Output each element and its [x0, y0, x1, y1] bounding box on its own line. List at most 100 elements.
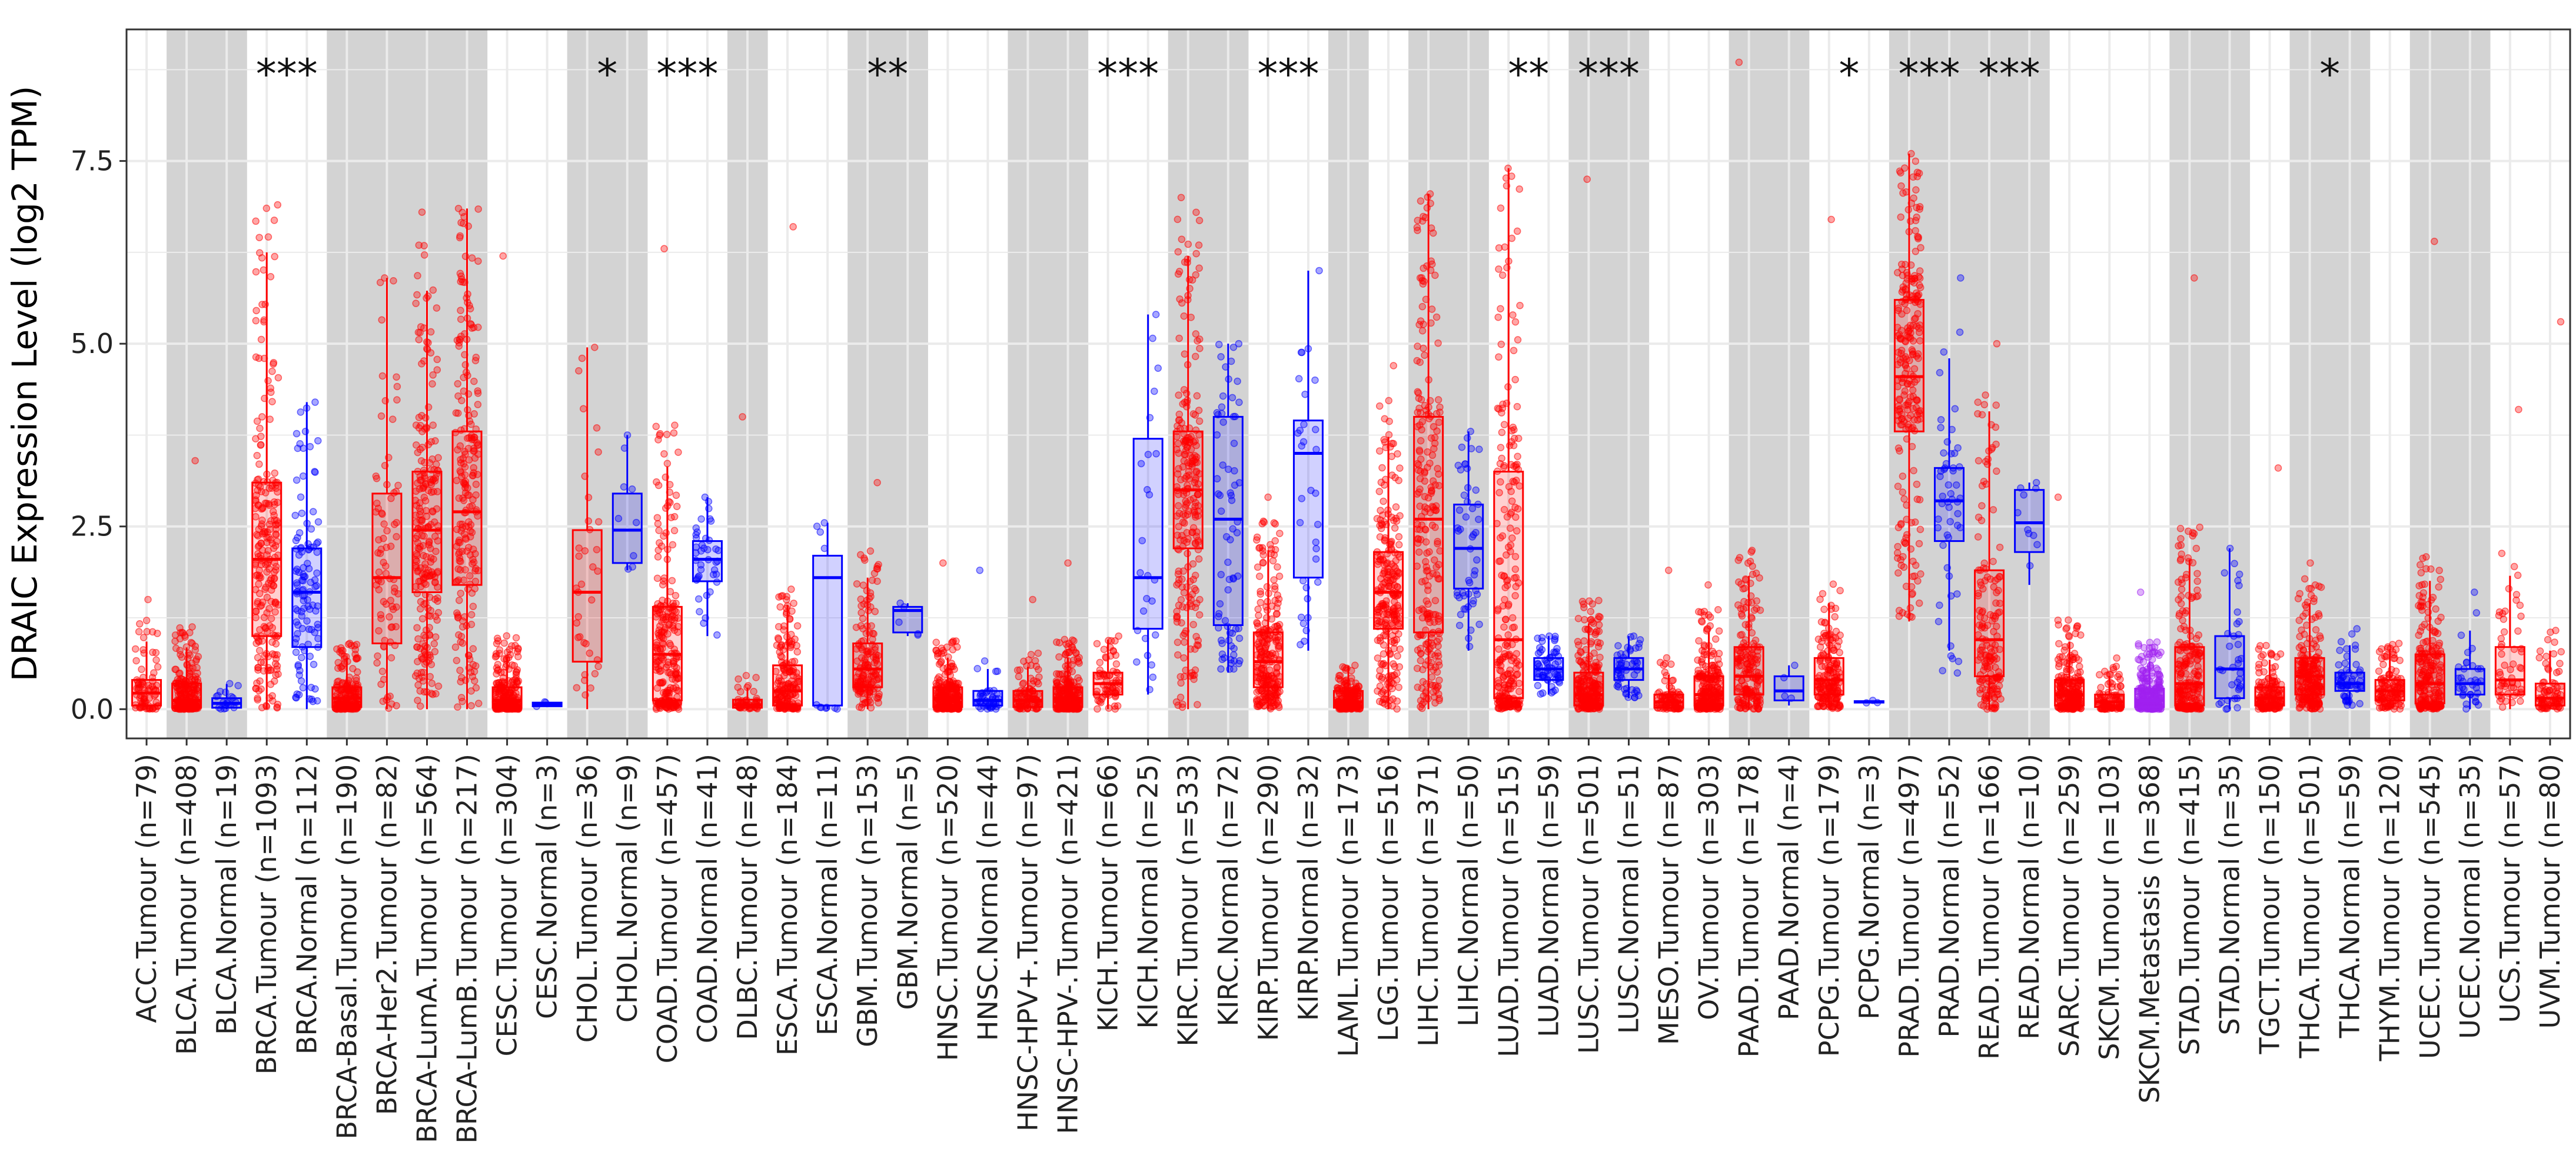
- data-point: [575, 367, 583, 375]
- data-point: [1015, 673, 1023, 681]
- data-point: [663, 460, 672, 468]
- data-point: [271, 469, 279, 477]
- data-point: [467, 668, 475, 676]
- data-point: [298, 608, 305, 615]
- data-point: [414, 681, 422, 689]
- data-point: [431, 648, 439, 655]
- data-point: [311, 468, 319, 476]
- data-point: [424, 292, 432, 300]
- data-point: [1497, 444, 1505, 451]
- data-point: [503, 648, 511, 656]
- data-point: [875, 561, 882, 568]
- data-point: [1434, 642, 1442, 650]
- data-point: [1416, 274, 1424, 282]
- data-point: [258, 530, 267, 538]
- data-point: [304, 560, 311, 567]
- data-point: [1133, 658, 1141, 666]
- data-point: [1394, 450, 1401, 458]
- data-point: [257, 441, 265, 449]
- data-point: [300, 597, 308, 604]
- data-point: [861, 556, 869, 564]
- data-point: [1414, 227, 1421, 234]
- data-point: [1235, 634, 1244, 643]
- data-point: [255, 647, 264, 654]
- data-point: [424, 604, 432, 613]
- data-point: [292, 648, 300, 656]
- data-point: [1574, 614, 1583, 623]
- data-point: [412, 299, 420, 307]
- data-point: [414, 635, 422, 643]
- data-point: [299, 684, 307, 692]
- data-point: [1298, 348, 1306, 357]
- data-point: [855, 703, 863, 711]
- data-point: [1500, 700, 1508, 708]
- data-point: [1152, 311, 1160, 318]
- data-point: [1457, 466, 1465, 474]
- data-point: [434, 454, 442, 462]
- data-point: [143, 628, 151, 635]
- data-point: [1191, 571, 1199, 580]
- data-point: [255, 234, 263, 241]
- data-point: [474, 401, 482, 408]
- data-point: [234, 681, 242, 690]
- data-point: [457, 678, 464, 685]
- data-point: [656, 539, 663, 547]
- data-point: [1096, 658, 1104, 667]
- data-point: [591, 670, 599, 678]
- data-point: [1594, 643, 1603, 651]
- data-point: [256, 424, 264, 432]
- data-point: [152, 648, 160, 657]
- data-point: [217, 687, 224, 695]
- data-point: [1432, 313, 1441, 321]
- data-point: [257, 539, 265, 547]
- data-point: [274, 374, 282, 382]
- data-point: [932, 638, 940, 647]
- data-point: [668, 577, 676, 585]
- data-point: [432, 633, 440, 641]
- data-point: [190, 686, 198, 694]
- data-point: [1180, 312, 1188, 320]
- data-point: [1152, 631, 1159, 639]
- data-point: [1414, 388, 1421, 396]
- data-point: [1315, 267, 1323, 275]
- data-point: [1175, 416, 1184, 424]
- data-point: [1174, 248, 1182, 256]
- data-point: [1434, 396, 1442, 404]
- data-point: [428, 680, 436, 687]
- data-point: [695, 595, 703, 603]
- data-point: [311, 685, 319, 693]
- data-point: [1254, 563, 1262, 571]
- data-point: [1458, 443, 1466, 451]
- data-point: [420, 251, 428, 259]
- data-point: [578, 354, 586, 362]
- data-point: [1375, 447, 1384, 455]
- data-point: [777, 652, 785, 660]
- data-point: [594, 663, 602, 670]
- data-point: [513, 648, 521, 655]
- data-point: [742, 671, 750, 680]
- data-point: [307, 525, 315, 533]
- data-point: [297, 408, 305, 416]
- data-point: [413, 291, 421, 299]
- data-point: [1271, 537, 1279, 545]
- data-point: [427, 328, 435, 336]
- data-point: [263, 538, 271, 547]
- data-point: [293, 579, 301, 587]
- data-point: [474, 205, 482, 213]
- data-point: [172, 644, 180, 653]
- data-point: [1515, 185, 1524, 193]
- data-point: [1029, 595, 1036, 604]
- data-point: [1314, 578, 1322, 586]
- data-point: [387, 654, 395, 662]
- data-point: [1175, 334, 1183, 342]
- data-point: [267, 273, 275, 281]
- data-point: [1500, 421, 1508, 428]
- data-point: [171, 631, 180, 639]
- data-point: [1414, 217, 1422, 224]
- data-point: [1433, 668, 1441, 676]
- data-point: [1215, 341, 1223, 348]
- data-point: [654, 546, 662, 554]
- data-point: [1236, 657, 1244, 665]
- data-point: [1396, 645, 1404, 653]
